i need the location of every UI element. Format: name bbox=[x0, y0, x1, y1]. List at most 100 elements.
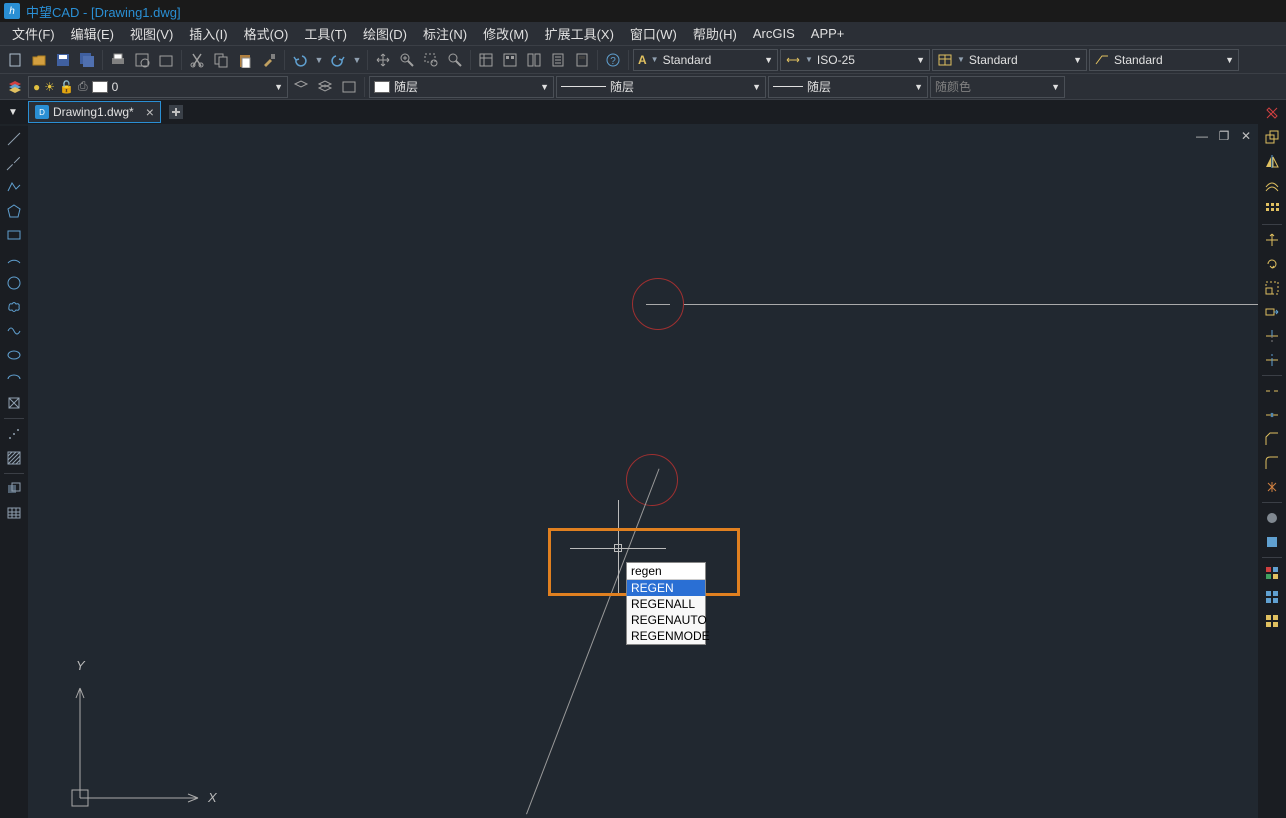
toolpalettes-button[interactable] bbox=[523, 49, 545, 71]
erase-tool[interactable] bbox=[1261, 102, 1283, 124]
hatch-tool[interactable] bbox=[3, 447, 25, 469]
offset-tool[interactable] bbox=[1261, 174, 1283, 196]
region-tool[interactable] bbox=[3, 478, 25, 500]
menu-format[interactable]: 格式(O) bbox=[236, 21, 297, 46]
new-button[interactable] bbox=[4, 49, 26, 71]
menu-edit[interactable]: 编辑(E) bbox=[63, 21, 122, 46]
open-button[interactable] bbox=[28, 49, 50, 71]
zoom-realtime-button[interactable] bbox=[396, 49, 418, 71]
palette-2[interactable] bbox=[1261, 586, 1283, 608]
lineweight-dropdown[interactable]: 随层 ▼ bbox=[768, 76, 928, 98]
menu-insert[interactable]: 插入(I) bbox=[181, 21, 235, 46]
tab-dropdown-arrow[interactable]: ▼ bbox=[2, 101, 24, 123]
rectangle-tool[interactable] bbox=[3, 224, 25, 246]
autocomplete-item-1[interactable]: REGENALL bbox=[627, 596, 705, 612]
publish-button[interactable] bbox=[155, 49, 177, 71]
color-dropdown[interactable]: 随层 ▼ bbox=[369, 76, 554, 98]
mirror-tool[interactable] bbox=[1261, 150, 1283, 172]
document-tab[interactable]: D Drawing1.dwg* × bbox=[28, 101, 161, 123]
properties-button[interactable] bbox=[475, 49, 497, 71]
palette-3[interactable] bbox=[1261, 610, 1283, 632]
lineweight-sample bbox=[773, 86, 803, 87]
menu-dimension[interactable]: 标注(N) bbox=[415, 21, 475, 46]
layer-states-btn1[interactable] bbox=[290, 76, 312, 98]
explode-tool[interactable] bbox=[1261, 476, 1283, 498]
paste-button[interactable] bbox=[234, 49, 256, 71]
zoom-window-button[interactable] bbox=[420, 49, 442, 71]
menu-draw[interactable]: 绘图(D) bbox=[355, 21, 415, 46]
copy-button[interactable] bbox=[210, 49, 232, 71]
stretch-tool[interactable] bbox=[1261, 301, 1283, 323]
revcloud-tool[interactable] bbox=[3, 296, 25, 318]
rotate-tool[interactable] bbox=[1261, 253, 1283, 275]
saveall-button[interactable] bbox=[76, 49, 98, 71]
ellipsearc-tool[interactable] bbox=[3, 368, 25, 390]
table-tool[interactable] bbox=[3, 502, 25, 524]
array-tool[interactable] bbox=[1261, 198, 1283, 220]
palette-1[interactable] bbox=[1261, 562, 1283, 584]
menu-modify[interactable]: 修改(M) bbox=[475, 21, 537, 46]
extend-tool[interactable] bbox=[1261, 349, 1283, 371]
circle-tool[interactable] bbox=[3, 272, 25, 294]
printpreview-button[interactable] bbox=[131, 49, 153, 71]
block-tool[interactable] bbox=[3, 392, 25, 414]
menu-view[interactable]: 视图(V) bbox=[122, 21, 181, 46]
break-tool[interactable] bbox=[1261, 380, 1283, 402]
menu-appplus[interactable]: APP+ bbox=[803, 23, 853, 44]
scale-tool[interactable] bbox=[1261, 277, 1283, 299]
layer-states-btn2[interactable] bbox=[314, 76, 336, 98]
sheetset-button[interactable] bbox=[547, 49, 569, 71]
layer-states-btn3[interactable] bbox=[338, 76, 360, 98]
menu-tools[interactable]: 工具(T) bbox=[296, 21, 355, 46]
textstyle-dropdown[interactable]: A ▼ Standard ▼ bbox=[633, 49, 778, 71]
layer-dropdown[interactable]: ● ☀ 🔓 ⎙ 0 ▼ bbox=[28, 76, 288, 98]
help-button[interactable]: ? bbox=[602, 49, 624, 71]
add-tab-button[interactable] bbox=[165, 101, 187, 123]
menu-file[interactable]: 文件(F) bbox=[4, 21, 63, 46]
move-tool[interactable] bbox=[1261, 229, 1283, 251]
fillet-tool[interactable] bbox=[1261, 452, 1283, 474]
point-tool[interactable] bbox=[3, 423, 25, 445]
drawing-canvas[interactable]: — ❐ ✕ regen REGEN REGENALL REGENAUTO REG… bbox=[28, 124, 1258, 818]
plotstyle-dropdown[interactable]: 随颜色 ▼ bbox=[930, 76, 1065, 98]
modify-tool-2[interactable] bbox=[1261, 531, 1283, 553]
autocomplete-item-0[interactable]: REGEN bbox=[627, 580, 705, 596]
layer-manager-button[interactable] bbox=[4, 76, 26, 98]
print-button[interactable] bbox=[107, 49, 129, 71]
save-button[interactable] bbox=[52, 49, 74, 71]
designcenter-button[interactable] bbox=[499, 49, 521, 71]
dimstyle-dropdown[interactable]: ▼ ISO-25 ▼ bbox=[780, 49, 930, 71]
calculator-button[interactable] bbox=[571, 49, 593, 71]
cut-button[interactable] bbox=[186, 49, 208, 71]
line-tool[interactable] bbox=[3, 128, 25, 150]
mleaderstyle-dropdown[interactable]: Standard ▼ bbox=[1089, 49, 1239, 71]
matchprop-button[interactable] bbox=[258, 49, 280, 71]
modify-tool-1[interactable] bbox=[1261, 507, 1283, 529]
copy-tool[interactable] bbox=[1261, 126, 1283, 148]
redo-dropdown[interactable]: ▼ bbox=[351, 49, 363, 71]
redo-button[interactable] bbox=[327, 49, 349, 71]
menu-extension[interactable]: 扩展工具(X) bbox=[537, 21, 622, 46]
close-tab-icon[interactable]: × bbox=[146, 104, 154, 120]
tablestyle-dropdown[interactable]: ▼ Standard ▼ bbox=[932, 49, 1087, 71]
join-tool[interactable] bbox=[1261, 404, 1283, 426]
autocomplete-item-2[interactable]: REGENAUTO bbox=[627, 612, 705, 628]
arc-tool[interactable] bbox=[3, 248, 25, 270]
linetype-dropdown[interactable]: 随层 ▼ bbox=[556, 76, 766, 98]
menu-arcgis[interactable]: ArcGIS bbox=[745, 23, 803, 44]
spline-tool[interactable] bbox=[3, 320, 25, 342]
undo-button[interactable] bbox=[289, 49, 311, 71]
menu-help[interactable]: 帮助(H) bbox=[685, 21, 745, 46]
menu-window[interactable]: 窗口(W) bbox=[622, 21, 685, 46]
trim-tool[interactable] bbox=[1261, 325, 1283, 347]
polyline-tool[interactable] bbox=[3, 176, 25, 198]
undo-dropdown[interactable]: ▼ bbox=[313, 49, 325, 71]
zoom-previous-button[interactable] bbox=[444, 49, 466, 71]
chamfer-tool[interactable] bbox=[1261, 428, 1283, 450]
command-input-text[interactable]: regen bbox=[627, 563, 705, 580]
pan-button[interactable] bbox=[372, 49, 394, 71]
polygon-tool[interactable] bbox=[3, 200, 25, 222]
ellipse-tool[interactable] bbox=[3, 344, 25, 366]
autocomplete-item-3[interactable]: REGENMODE bbox=[627, 628, 705, 644]
xline-tool[interactable] bbox=[3, 152, 25, 174]
